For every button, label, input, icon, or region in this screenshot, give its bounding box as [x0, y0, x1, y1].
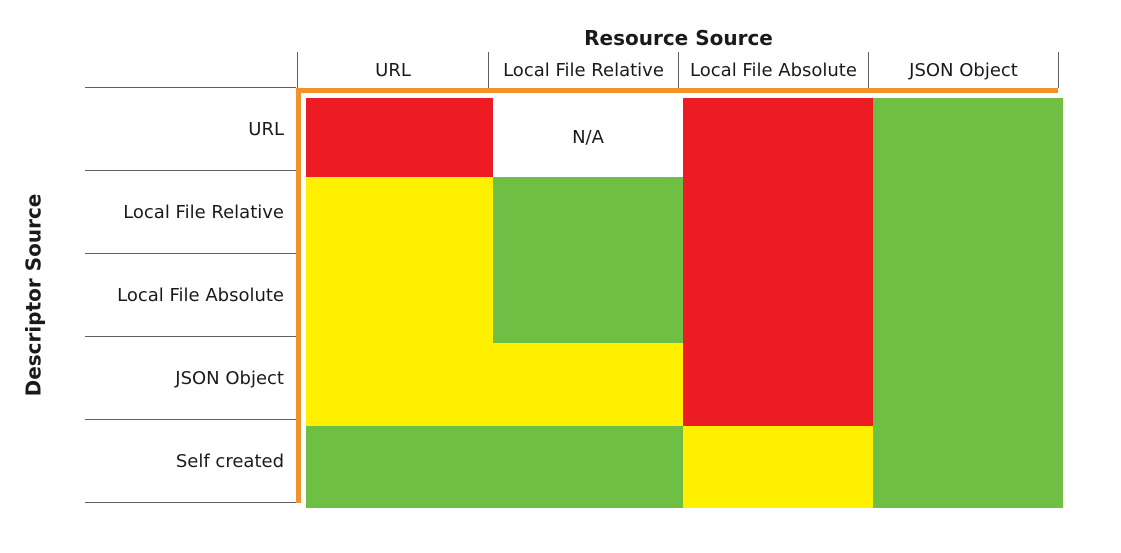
- cell-json-object-x-local-file-absolute: [683, 343, 873, 426]
- cell-local-file-absolute-x-json-object: [873, 260, 1063, 343]
- cell-json-object-x-url: [306, 343, 493, 426]
- cell-local-file-relative-x-local-file-relative: [493, 177, 683, 260]
- row-label-json-object: JSON Object: [85, 337, 296, 420]
- cell-local-file-relative-x-json-object: [873, 177, 1063, 260]
- cell-local-file-relative-x-local-file-absolute: [683, 177, 873, 260]
- cell-self-created-x-url: [306, 426, 493, 508]
- matrix-accent-frame: N/A: [296, 88, 1063, 508]
- y-axis-group-title: Descriptor Source: [21, 193, 46, 397]
- cell-local-file-absolute-x-local-file-relative: [493, 260, 683, 343]
- column-header-json-object: JSON Object: [868, 52, 1059, 88]
- row-label-local-file-relative: Local File Relative: [85, 171, 296, 254]
- cell-url-x-url: [306, 98, 493, 177]
- cell-self-created-x-local-file-relative: [493, 426, 683, 508]
- cell-url-x-local-file-relative: N/A: [493, 98, 683, 177]
- cell-self-created-x-json-object: [873, 426, 1063, 508]
- cell-local-file-relative-x-url: [306, 177, 493, 260]
- cell-local-file-absolute-x-local-file-absolute: [683, 260, 873, 343]
- cell-self-created-x-local-file-absolute: [683, 426, 873, 508]
- row-label-self-created: Self created: [85, 420, 296, 503]
- row-label-column: URL Local File Relative Local File Absolut…: [85, 87, 296, 503]
- cell-json-object-x-json-object: [873, 343, 1063, 426]
- column-header-row: URL Local File Relative Local File Absolut…: [297, 52, 1059, 88]
- column-header-local-file-absolute: Local File Absolute: [678, 52, 868, 88]
- row-label-local-file-absolute: Local File Absolute: [85, 254, 296, 337]
- x-axis-group-title: Resource Source: [584, 26, 773, 50]
- row-label-url: URL: [85, 88, 296, 171]
- cell-local-file-absolute-x-url: [306, 260, 493, 343]
- column-header-url: URL: [297, 52, 488, 88]
- column-header-local-file-relative: Local File Relative: [488, 52, 678, 88]
- cell-url-x-local-file-absolute: [683, 98, 873, 177]
- cell-url-x-json-object: [873, 98, 1063, 177]
- matrix-grid: N/A: [306, 98, 1063, 508]
- cell-json-object-x-local-file-relative: [493, 343, 683, 426]
